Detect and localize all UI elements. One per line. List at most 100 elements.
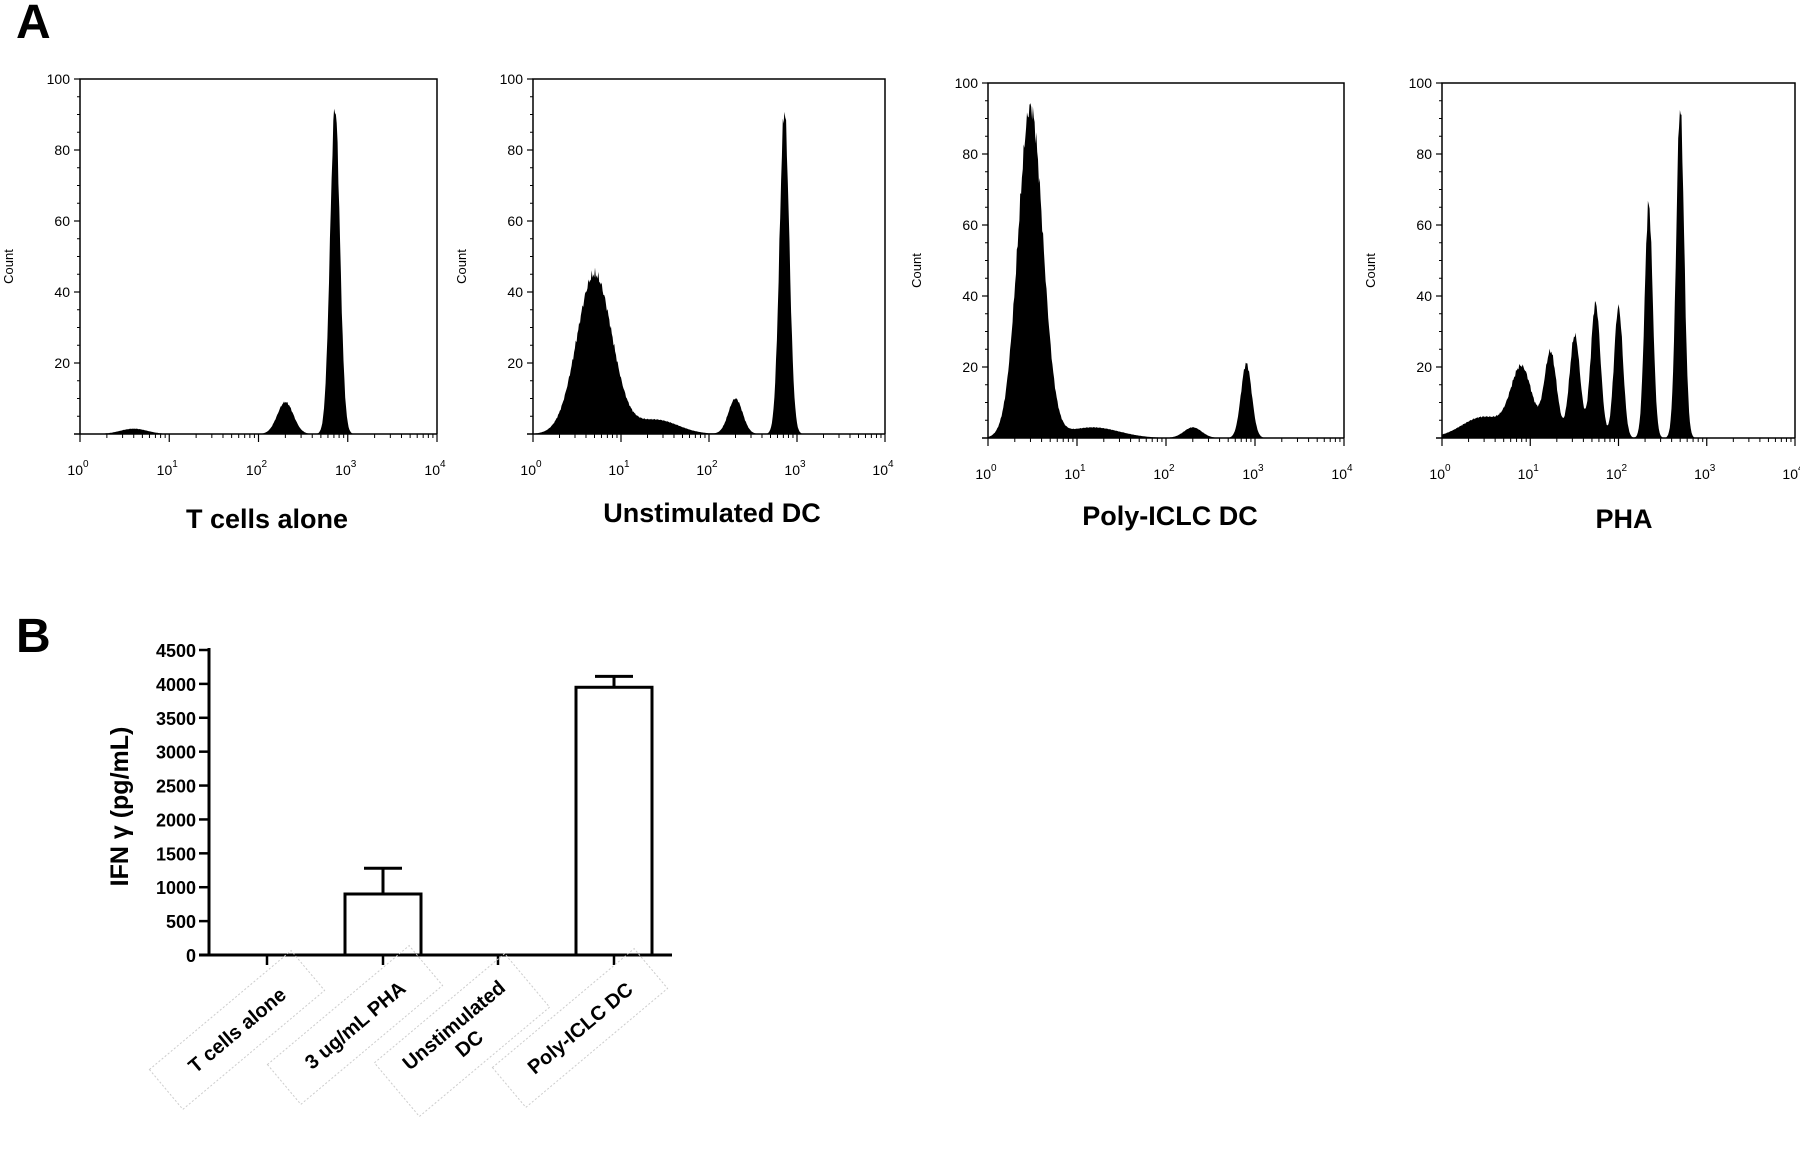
bar-chart: 4500 4000 3500 3000 2500 2000 1500 1000 500 0 IFN … bbox=[106, 641, 672, 1118]
bar bbox=[343, 892, 423, 957]
x-tick-base: 10 bbox=[335, 462, 351, 478]
x-tick-exponent: 2 bbox=[262, 459, 268, 470]
x-tick-label: 102 bbox=[696, 459, 718, 478]
x-tick-base: 10 bbox=[975, 466, 991, 482]
x-tick-exponent: 4 bbox=[888, 459, 894, 470]
y-tick-label: 2000 bbox=[156, 810, 196, 830]
y-axis-label: Count bbox=[909, 253, 924, 288]
y-tick-label: 3000 bbox=[156, 743, 196, 763]
histogram-title: PHA bbox=[1595, 504, 1652, 534]
x-tick-label: 101 bbox=[157, 459, 179, 478]
y-tick-label: 60 bbox=[507, 213, 523, 229]
x-tick-base: 10 bbox=[1518, 466, 1534, 482]
x-tick-base: 10 bbox=[246, 462, 262, 478]
x-tick-base: 10 bbox=[1242, 466, 1258, 482]
y-tick-label: 100 bbox=[955, 75, 979, 91]
x-tick-base: 10 bbox=[67, 462, 83, 478]
y-tick-label: 2500 bbox=[156, 777, 196, 797]
category-label: Poly-ICLC DC bbox=[524, 979, 638, 1079]
x-tick-label: 100 bbox=[1429, 463, 1451, 482]
x-tick-label: 102 bbox=[246, 459, 268, 478]
x-tick-exponent: 1 bbox=[624, 459, 630, 470]
y-tick-label: 80 bbox=[507, 142, 523, 158]
category-label-group: Poly-ICLC DC bbox=[491, 947, 669, 1109]
y-tick-label: 60 bbox=[54, 213, 70, 229]
x-tick-label: 101 bbox=[608, 459, 630, 478]
x-tick-label: 100 bbox=[520, 459, 542, 478]
x-tick-base: 10 bbox=[1782, 466, 1798, 482]
y-tick-label: 20 bbox=[54, 355, 70, 371]
x-tick-label: 100 bbox=[67, 459, 89, 478]
x-tick-base: 10 bbox=[1064, 466, 1080, 482]
y-tick-label: 500 bbox=[166, 912, 196, 932]
x-tick-label: 104 bbox=[1331, 463, 1353, 482]
category-label: Unstimulated bbox=[399, 977, 510, 1075]
y-tick-label: 80 bbox=[962, 146, 978, 162]
x-tick-exponent: 2 bbox=[712, 459, 718, 470]
x-tick-exponent: 0 bbox=[991, 463, 997, 474]
x-tick-label: 101 bbox=[1064, 463, 1086, 482]
y-tick-label: 80 bbox=[1416, 146, 1432, 162]
histogram-panel-4: 10080604020Count100101102103104PHA bbox=[1363, 75, 1800, 534]
x-tick-exponent: 4 bbox=[1347, 463, 1353, 474]
x-tick-exponent: 1 bbox=[172, 459, 178, 470]
category-label: T cells alone bbox=[185, 984, 291, 1078]
x-tick-label: 101 bbox=[1518, 463, 1540, 482]
y-tick-label: 0 bbox=[186, 946, 196, 966]
x-tick-exponent: 2 bbox=[1622, 463, 1628, 474]
x-tick-base: 10 bbox=[1331, 466, 1347, 482]
x-tick-base: 10 bbox=[520, 462, 536, 478]
y-tick-label: 40 bbox=[54, 284, 70, 300]
histogram-title: T cells alone bbox=[186, 504, 348, 534]
histogram-area bbox=[1442, 110, 1795, 438]
x-tick-label: 100 bbox=[975, 463, 997, 482]
x-tick-exponent: 0 bbox=[536, 459, 542, 470]
x-tick-exponent: 3 bbox=[1258, 463, 1264, 474]
x-tick-exponent: 0 bbox=[83, 459, 89, 470]
x-tick-label: 104 bbox=[872, 459, 894, 478]
x-tick-label: 102 bbox=[1606, 463, 1628, 482]
x-tick-exponent: 1 bbox=[1080, 463, 1086, 474]
category-label-box bbox=[373, 952, 551, 1118]
plot-frame bbox=[79, 78, 438, 434]
x-tick-base: 10 bbox=[424, 462, 440, 478]
x-tick-exponent: 3 bbox=[351, 459, 357, 470]
x-tick-base: 10 bbox=[784, 462, 800, 478]
x-tick-exponent: 4 bbox=[1798, 463, 1800, 474]
histogram-area bbox=[988, 103, 1344, 438]
histogram-area bbox=[80, 108, 437, 435]
x-tick-label: 103 bbox=[784, 459, 806, 478]
y-tick-label: 40 bbox=[507, 284, 523, 300]
y-tick-label: 60 bbox=[1416, 217, 1432, 233]
panel-a-label: A bbox=[16, 0, 51, 49]
y-tick-label: 20 bbox=[1416, 359, 1432, 375]
y-tick-label: 100 bbox=[47, 71, 71, 87]
y-tick-label: 4000 bbox=[156, 675, 196, 695]
bar bbox=[574, 685, 654, 957]
y-tick-label: 80 bbox=[54, 142, 70, 158]
histogram-area bbox=[533, 111, 885, 435]
x-tick-base: 10 bbox=[696, 462, 712, 478]
x-tick-label: 103 bbox=[1242, 463, 1264, 482]
y-tick-label: 3500 bbox=[156, 709, 196, 729]
x-tick-label: 104 bbox=[1782, 463, 1800, 482]
x-tick-label: 104 bbox=[424, 459, 446, 478]
x-tick-exponent: 3 bbox=[1710, 463, 1716, 474]
y-tick-label: 1000 bbox=[156, 878, 196, 898]
x-tick-exponent: 1 bbox=[1533, 463, 1539, 474]
y-tick-label: 4500 bbox=[156, 641, 196, 661]
x-tick-base: 10 bbox=[608, 462, 624, 478]
x-tick-base: 10 bbox=[1153, 466, 1169, 482]
x-tick-base: 10 bbox=[1429, 466, 1445, 482]
x-tick-exponent: 3 bbox=[800, 459, 806, 470]
y-tick-label: 60 bbox=[962, 217, 978, 233]
y-axis-label: Count bbox=[454, 249, 469, 284]
y-tick-label: 20 bbox=[962, 359, 978, 375]
x-tick-base: 10 bbox=[1694, 466, 1710, 482]
panel-b-label: B bbox=[16, 610, 51, 663]
